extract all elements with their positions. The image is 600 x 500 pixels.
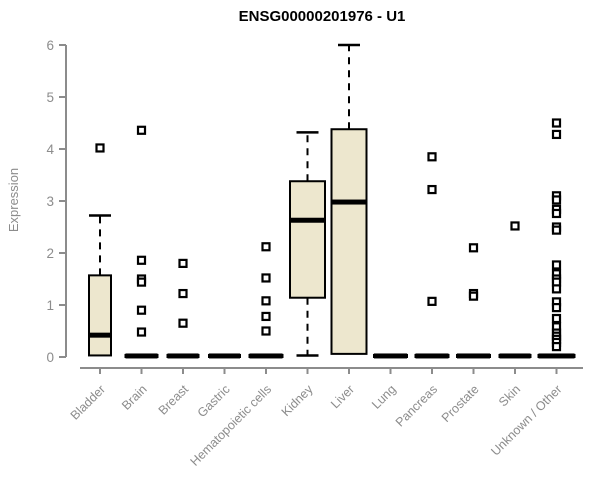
y-tick-label: 2 xyxy=(46,246,54,261)
box-lung xyxy=(373,353,408,359)
iqr-box xyxy=(289,180,326,299)
outlier-point xyxy=(551,225,562,235)
outlier-point xyxy=(136,305,147,315)
outlier-point xyxy=(551,342,562,352)
box-unknown-other xyxy=(537,118,576,359)
outlier-point xyxy=(95,143,105,153)
outlier-point xyxy=(551,284,562,294)
outlier-point xyxy=(261,273,271,283)
outlier-point xyxy=(468,243,479,253)
outlier-point xyxy=(551,208,562,219)
x-tick-label: Pancreas xyxy=(393,382,440,429)
y-tick-label: 0 xyxy=(46,350,54,365)
outlier-point xyxy=(551,260,562,270)
median-line xyxy=(89,332,111,338)
box-kidney xyxy=(289,131,326,357)
x-tick-label: Breast xyxy=(156,382,192,418)
outlier-point xyxy=(178,288,188,299)
box-skin xyxy=(498,221,532,359)
x-tick-label: Lung xyxy=(369,382,399,412)
median-line xyxy=(457,353,490,359)
outlier-point xyxy=(551,303,562,313)
x-tick-label: Prostate xyxy=(439,382,482,425)
iqr-box xyxy=(88,274,112,357)
outlier-point xyxy=(178,258,188,268)
x-tick-label: Skin xyxy=(496,382,523,409)
outlier-point xyxy=(427,152,437,162)
outlier-point xyxy=(261,242,271,252)
outlier-point xyxy=(551,129,562,140)
outlier-point xyxy=(510,221,520,231)
x-tick-label: Liver xyxy=(328,382,357,411)
outlier-point xyxy=(136,277,147,287)
outlier-point xyxy=(136,327,147,337)
box-gastric xyxy=(208,353,241,359)
outlier-point xyxy=(551,195,562,205)
outlier-point xyxy=(468,291,479,301)
iqr-box xyxy=(330,128,368,355)
box-pancreas xyxy=(414,152,450,359)
median-line xyxy=(499,353,531,359)
median-line xyxy=(538,353,575,359)
box-brain xyxy=(124,125,159,359)
box-prostate xyxy=(456,243,491,359)
x-tick-label: Kidney xyxy=(279,382,316,419)
chart-title: ENSG00000201976 - U1 xyxy=(238,8,406,25)
outlier-point xyxy=(551,313,562,324)
outlier-point xyxy=(261,296,271,306)
y-tick-label: 3 xyxy=(46,194,54,209)
outlier-point xyxy=(261,326,271,336)
y-tick-label: 6 xyxy=(46,38,54,53)
median-line xyxy=(249,353,283,359)
y-tick-label: 4 xyxy=(46,142,54,157)
box-breast xyxy=(166,258,200,359)
x-tick-label: Brain xyxy=(119,382,150,413)
y-axis: 0 1 2 3 4 5 6 xyxy=(46,38,67,365)
x-tick-label: Gastric xyxy=(195,382,233,420)
median-line xyxy=(209,353,240,359)
outlier-point xyxy=(261,311,271,322)
median-line xyxy=(125,353,158,359)
median-line xyxy=(415,353,449,359)
x-tick-label: Bladder xyxy=(68,382,108,422)
x-tick-label: Hematopoietic cells xyxy=(188,382,275,469)
outlier-point xyxy=(136,125,147,135)
median-line xyxy=(290,217,325,223)
y-tick-label: 1 xyxy=(46,298,54,313)
outlier-point xyxy=(551,118,562,128)
y-tick-label: 5 xyxy=(46,90,54,105)
outlier-point xyxy=(178,318,188,328)
x-tick-label: Unknown / Other xyxy=(488,382,564,458)
outlier-point xyxy=(427,296,437,306)
median-line xyxy=(374,353,407,359)
outlier-point xyxy=(427,184,437,195)
box-bladder xyxy=(88,143,112,357)
box-liver xyxy=(330,43,368,355)
median-line xyxy=(331,199,367,205)
outlier-point xyxy=(136,255,147,265)
box-hematopoietic-cells xyxy=(248,242,284,359)
median-line xyxy=(167,353,199,359)
